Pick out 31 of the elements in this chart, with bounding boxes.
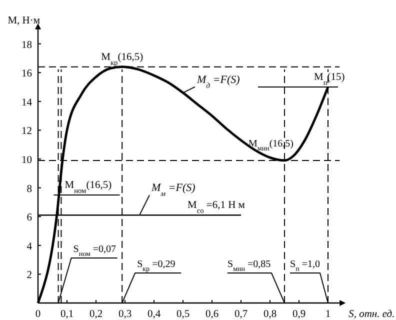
annotation: M$_{ном}$(16,5) bbox=[64, 180, 112, 194]
y-tick-label: 14 bbox=[22, 97, 33, 108]
x-tick-label: 0,3 bbox=[118, 309, 132, 320]
x-tick-label: 0,2 bbox=[89, 309, 103, 320]
y-tick-label: 8 bbox=[26, 184, 32, 195]
x-tick-label: 1 bbox=[325, 309, 331, 320]
annotation: M$_{со}$ =6,1 Н м bbox=[188, 200, 246, 215]
series-label: M$_{д}$ =F(S) bbox=[196, 74, 240, 90]
x-tick-label: 0,8 bbox=[263, 309, 277, 320]
annotation: M$_{кр}$(16,5) bbox=[101, 52, 144, 66]
y-tick-label: 6 bbox=[26, 212, 32, 224]
annotation: S$_{кр}$ =0,29 bbox=[137, 259, 176, 273]
x-axis-title: S, отн. ед. bbox=[348, 309, 395, 320]
x-tick-label: 0,6 bbox=[205, 309, 219, 320]
y-axis-title: M, Н·м bbox=[8, 15, 40, 26]
x-tick-label: 0,9 bbox=[292, 309, 306, 320]
annotation: S$_{ном}$ =0,07 bbox=[73, 244, 116, 258]
y-tick-label: 10 bbox=[22, 155, 32, 166]
y-tick-label: 4 bbox=[26, 241, 33, 252]
annotation: S$_{п}$ =1,0 bbox=[290, 259, 320, 273]
y-tick-label: 12 bbox=[22, 126, 32, 138]
y-tick-label: 18 bbox=[22, 40, 32, 51]
series-label: M$_{м}$ =F(S) bbox=[150, 182, 196, 198]
x-tick-label: 0,7 bbox=[234, 309, 248, 320]
x-tick-label: 0,4 bbox=[147, 309, 162, 320]
y-tick-label: 2 bbox=[26, 270, 32, 282]
y-tick-label: 16 bbox=[22, 68, 32, 80]
x-tick-label: 0,1 bbox=[60, 309, 74, 320]
x-tick-label: 0 bbox=[35, 309, 41, 320]
x-tick-label: 0,5 bbox=[176, 309, 190, 320]
annotation: S$_{мин}$ =0,85 bbox=[228, 259, 271, 273]
